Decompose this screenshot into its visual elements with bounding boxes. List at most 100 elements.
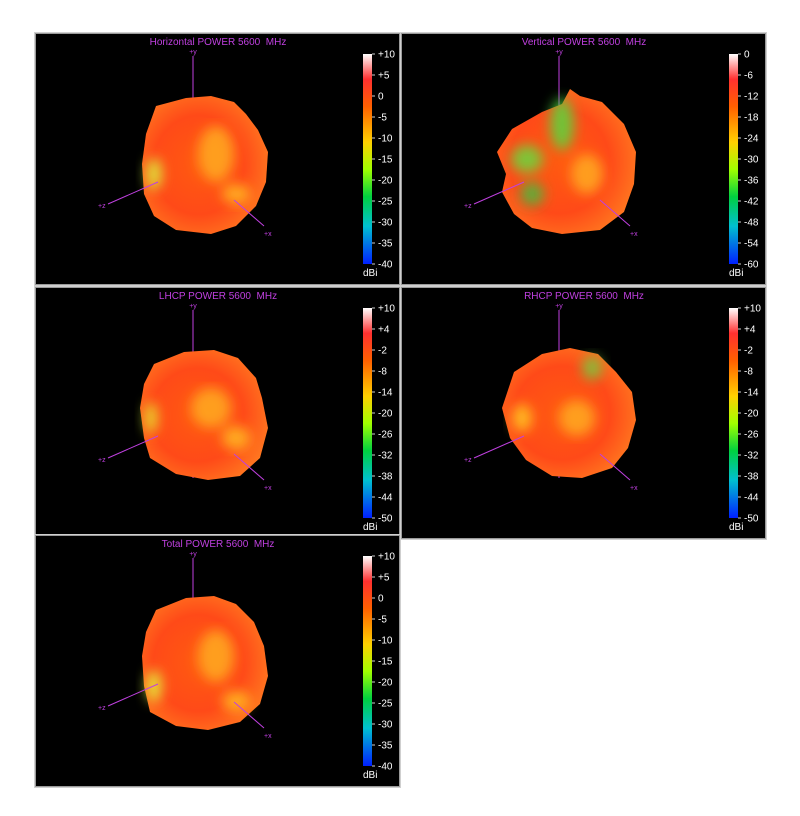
- axis-label: +z: [98, 705, 106, 712]
- axis-line: [233, 701, 265, 729]
- panel-title: LHCP POWER 5600 MHz: [159, 291, 277, 302]
- colorbar-tick-label: -35: [378, 741, 393, 752]
- highlight: [145, 402, 157, 434]
- axis-line: [233, 199, 265, 227]
- colorbar-tick-label: -32: [378, 451, 393, 462]
- colorbar-tick-label: -18: [744, 113, 759, 124]
- colorbar-tick-label: -40: [378, 260, 393, 271]
- axis-label: +x: [630, 231, 638, 238]
- axis-label: +y: [555, 303, 563, 310]
- highlight: [222, 184, 250, 204]
- colorbar: [363, 308, 372, 518]
- axis-label: +z: [464, 203, 472, 210]
- axis-label: +y: [189, 551, 197, 558]
- pattern-plot: Horizontal POWER 5600 MHz+y +z +x +10 +5 0 -5 -…: [98, 37, 395, 279]
- panel-title: Horizontal POWER 5600 MHz: [150, 37, 287, 48]
- colorbar-tick-label: -44: [744, 493, 759, 504]
- colorbar-tick-label: +4: [744, 325, 756, 336]
- colorbar-tick-label: -20: [378, 409, 393, 420]
- highlights: [512, 356, 602, 436]
- pattern-plot: Vertical POWER 5600 MHz+y +z +x 0 -6 -12 -18 -2…: [464, 37, 759, 279]
- colorbar-tick-label: -8: [378, 367, 387, 378]
- highlights: [145, 388, 250, 450]
- axis-line: [473, 181, 525, 205]
- pattern-plot: LHCP POWER 5600 MHz+y +z +x +10 +4 -2 -8 -14 -20…: [98, 291, 395, 533]
- colorbar: [729, 54, 738, 264]
- colorbar-tick-label: +4: [378, 325, 390, 336]
- colorbar-tick-label: -26: [378, 430, 393, 441]
- colorbar-unit: dBi: [363, 522, 377, 533]
- highlight: [146, 158, 162, 190]
- axis-label: +z: [98, 457, 106, 464]
- highlight: [222, 426, 250, 450]
- axis-label: +x: [264, 733, 272, 740]
- colorbar-tick-label: -25: [378, 699, 393, 710]
- panel: Vertical POWER 5600 MHz +y +z +x 0 -6 -12 -18 -2…: [401, 33, 766, 285]
- colorbar-tick-label: -54: [744, 239, 759, 250]
- colorbar-tick-label: +10: [378, 50, 395, 61]
- colorbar-unit: dBi: [729, 522, 743, 533]
- colorbar-tick-label: -35: [378, 239, 393, 250]
- colorbar-tick-label: -44: [378, 493, 393, 504]
- colorbar-tick-label: -50: [744, 514, 759, 525]
- colorbar-tick-label: -15: [378, 657, 393, 668]
- highlights: [146, 630, 250, 711]
- colorbar-tick-label: 0: [378, 594, 384, 605]
- colorbar-tick-label: -38: [744, 472, 759, 483]
- colorbar-tick-label: -5: [378, 113, 387, 124]
- highlights: [146, 126, 250, 204]
- colorbar-tick-label: -2: [378, 346, 387, 357]
- axis-label: +z: [98, 203, 106, 210]
- axis-label: +y: [555, 49, 563, 56]
- colorbar-tick-label: -40: [378, 762, 393, 773]
- colorbar-tick-label: -32: [744, 451, 759, 462]
- panel: Horizontal POWER 5600 MHz +y +z +x +10 +5 0 -5 -…: [35, 33, 400, 285]
- colorbar-tick-label: -6: [744, 71, 753, 82]
- axis-label: +y: [189, 303, 197, 310]
- colorbar-tick-label: -48: [744, 218, 759, 229]
- highlight: [512, 404, 532, 432]
- colorbar-tick-label: -20: [378, 678, 393, 689]
- colorbar-tick-label: -60: [744, 260, 759, 271]
- colorbar-tick-label: -8: [744, 367, 753, 378]
- colorbar-tick-label: -50: [378, 514, 393, 525]
- highlight: [198, 630, 234, 682]
- colorbar-tick-label: -36: [744, 176, 759, 187]
- colorbar-tick-label: -30: [378, 720, 393, 731]
- colorbar-tick-label: -10: [378, 636, 393, 647]
- colorbar-tick-label: 0: [378, 92, 384, 103]
- highlights: [511, 98, 603, 206]
- colorbar-tick-label: -25: [378, 197, 393, 208]
- colorbar-tick-label: -38: [378, 472, 393, 483]
- highlight: [571, 154, 603, 194]
- colorbar-tick-label: +5: [378, 71, 390, 82]
- highlight: [520, 182, 544, 206]
- axis-label: +x: [264, 485, 272, 492]
- axis-line: [473, 435, 525, 459]
- axis-line: [107, 181, 159, 205]
- colorbar-tick-label: +10: [378, 552, 395, 563]
- colorbar-tick-label: -26: [744, 430, 759, 441]
- colorbar-tick-label: -20: [378, 176, 393, 187]
- colorbar-tick-label: 0: [744, 50, 750, 61]
- colorbar-tick-label: -30: [378, 218, 393, 229]
- highlight: [511, 145, 543, 173]
- colorbar-tick-label: -2: [744, 346, 753, 357]
- colorbar-unit: dBi: [729, 268, 743, 279]
- colorbar-tick-label: -14: [744, 388, 759, 399]
- panel-title: Total POWER 5600 MHz: [162, 539, 275, 550]
- highlight: [550, 98, 574, 150]
- axis-label: +x: [264, 231, 272, 238]
- axis-line: [599, 199, 631, 227]
- panel-title: Vertical POWER 5600 MHz: [522, 37, 646, 48]
- colorbar: [363, 556, 372, 766]
- highlight: [191, 388, 231, 428]
- colorbar-tick-label: -10: [378, 134, 393, 145]
- panel-title: RHCP POWER 5600 MHz: [524, 291, 644, 302]
- pattern-plot: RHCP POWER 5600 MHz+y +z +x +10 +4 -2 -8 -14 -20…: [464, 291, 761, 533]
- axis-line: [599, 453, 631, 481]
- colorbar-tick-label: -42: [744, 197, 759, 208]
- panel: LHCP POWER 5600 MHz +y +z +x +10 +4 -2 -8 -14 -20…: [35, 287, 400, 539]
- colorbar-tick-label: -30: [744, 155, 759, 166]
- colorbar-unit: dBi: [363, 268, 377, 279]
